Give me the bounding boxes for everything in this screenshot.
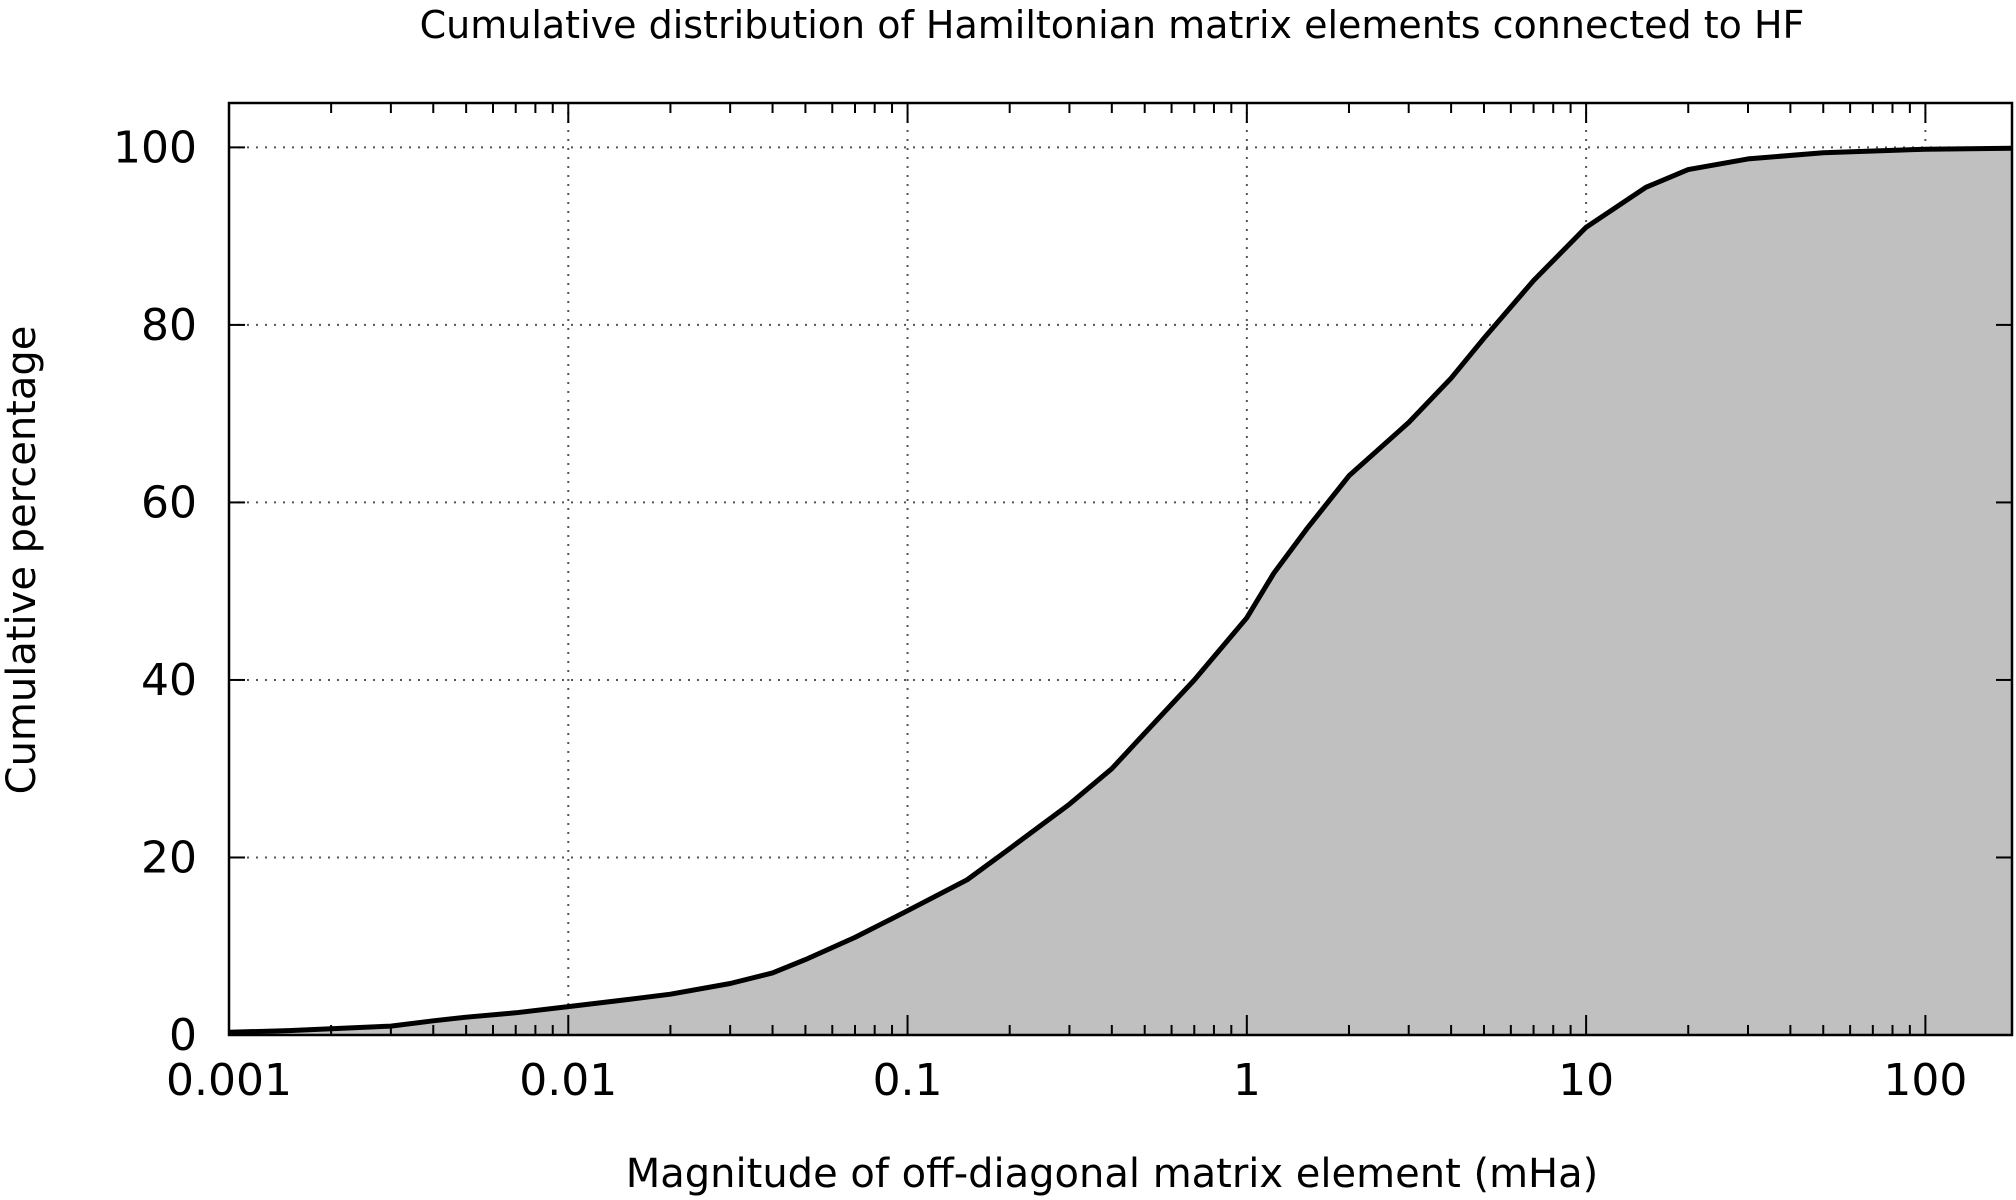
x-axis-label: Magnitude of off-diagonal matrix element…: [626, 1151, 1598, 1197]
cumulative-area-fill: [229, 148, 2012, 1036]
y-tick-label: 20: [141, 832, 197, 883]
y-tick-label: 0: [169, 1010, 197, 1061]
y-tick-label: 60: [141, 477, 197, 528]
x-tick-label: 0.01: [519, 1055, 617, 1106]
y-axis-label: Cumulative percentage: [0, 326, 45, 795]
x-tick-label: 0.1: [873, 1055, 943, 1106]
axis-ticks: 0 20 40 60 80 100 0.001 0.01 0.1 1 10 100: [113, 103, 2012, 1106]
y-tick-label: 80: [141, 300, 197, 351]
cumulative-curve-line: [228, 145, 2013, 1035]
x-tick-label: 0.001: [166, 1055, 292, 1106]
y-tick-label: 100: [113, 122, 197, 173]
x-tick-label: 10: [1558, 1055, 1614, 1106]
chart-title: Cumulative distribution of Hamiltonian m…: [420, 3, 1805, 47]
x-tick-label: 1: [1233, 1055, 1261, 1106]
y-tick-label: 40: [141, 655, 197, 706]
x-tick-label: 100: [1883, 1055, 1967, 1106]
plot-frame: [227, 101, 2014, 1037]
